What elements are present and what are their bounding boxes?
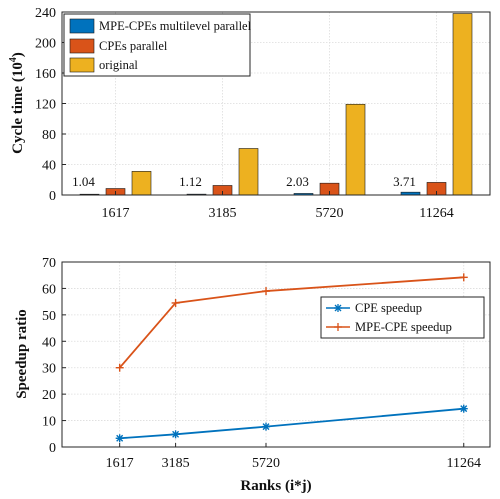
bar-2-3 bbox=[452, 13, 473, 196]
bar-x-tick-label-0: 1617 bbox=[102, 206, 130, 221]
bar-x-ticks: 1617 3185 5720 11264 bbox=[102, 191, 454, 221]
bar-2-2 bbox=[345, 103, 366, 196]
line-x-tick-label-0: 1617 bbox=[106, 456, 134, 471]
bar-legend-label-1: CPEs parallel bbox=[99, 39, 168, 53]
line-y-tick-label-0: 0 bbox=[49, 441, 56, 456]
bar-y-tick-label-4: 160 bbox=[35, 67, 56, 82]
bar-data-label-0: 1.04 bbox=[72, 174, 95, 189]
bar-legend-label-0: MPE-CPEs multilevel parallel bbox=[99, 19, 252, 33]
line-x-axis-label: Ranks (i*j) bbox=[240, 478, 311, 494]
bar-legend-box bbox=[63, 13, 251, 77]
line-y-tick-label-4: 40 bbox=[42, 335, 56, 350]
line-series-0 bbox=[119, 407, 464, 440]
line-y-tick-label-2: 20 bbox=[42, 388, 56, 403]
line-point-1-3 bbox=[459, 273, 468, 282]
bar-legend-label-2: original bbox=[99, 58, 138, 72]
line-y-tick-label-1: 10 bbox=[42, 415, 56, 430]
bar-x-tick-label-3: 11264 bbox=[419, 206, 453, 221]
line-y-ticks: 0 10 20 30 40 50 60 70 bbox=[42, 256, 66, 456]
line-x-tick-label-3: 11264 bbox=[447, 456, 481, 471]
line-legend-marker-0 bbox=[334, 304, 342, 312]
line-point-d2-0-1 bbox=[172, 430, 180, 438]
line-point-d2-0-3 bbox=[460, 405, 468, 413]
bar-data-label-3: 3.71 bbox=[393, 174, 416, 189]
line-point-0-1 bbox=[171, 430, 180, 439]
line-point-0-2 bbox=[262, 422, 271, 431]
line-legend-marker-1 bbox=[334, 323, 342, 331]
bar-data-labels: 1.04 1.12 2.03 3.71 bbox=[72, 174, 416, 189]
line-point-d2-0-0 bbox=[116, 434, 124, 442]
line-point-0-3 bbox=[459, 404, 468, 413]
bar-y-ticks: 0 40 80 120 160 200 240 bbox=[35, 6, 66, 204]
bar-y-axis-label-sup: 4 bbox=[8, 57, 19, 62]
bar-legend: MPE-CPEs multilevel parallel CPEs parall… bbox=[63, 13, 252, 77]
line-series-1 bbox=[118, 276, 464, 369]
bar-chart: 1.04 1.12 2.03 3.71 0 40 80 120 160 200 240 1617 3… bbox=[8, 6, 491, 221]
line-y-tick-label-6: 60 bbox=[42, 282, 56, 297]
bar-y-tick-label-6: 240 bbox=[35, 6, 56, 21]
bar-y-tick-label-1: 40 bbox=[42, 159, 56, 174]
bar-legend-swatch-2 bbox=[69, 57, 95, 73]
line-legend-box bbox=[320, 296, 485, 339]
line-y-tick-label-3: 30 bbox=[42, 362, 56, 377]
line-y-axis-label: Speedup ratio bbox=[14, 309, 30, 399]
line-y-tick-label-5: 50 bbox=[42, 309, 56, 324]
line-point-d2-0-2 bbox=[262, 423, 270, 431]
bar-data-label-2: 2.03 bbox=[286, 174, 309, 189]
line-x-tick-label-2: 5720 bbox=[252, 456, 280, 471]
bar-y-tick-label-3: 120 bbox=[35, 98, 56, 113]
line-point-1-2 bbox=[262, 287, 271, 296]
bar-y-tick-label-2: 80 bbox=[42, 128, 56, 143]
line-point-1-1 bbox=[171, 298, 180, 307]
line-axes-box bbox=[61, 261, 491, 448]
line-point-1-0 bbox=[115, 363, 124, 372]
bar-axes-box bbox=[61, 11, 491, 196]
bar-y-axis-label-main: Cycle time (10 bbox=[10, 62, 26, 154]
line-legend-label-1: MPE-CPE speedup bbox=[355, 320, 452, 334]
bar-2-1 bbox=[238, 148, 259, 196]
bar-y-axis-label-suffix: ) bbox=[10, 52, 26, 57]
line-y-tick-label-7: 70 bbox=[42, 256, 56, 271]
bar-y-tick-label-5: 200 bbox=[35, 37, 56, 52]
line-chart: 0 10 20 30 40 50 60 70 1617 3185 5720 11264 Speedu… bbox=[14, 256, 491, 494]
line-legend-label-0: CPE speedup bbox=[355, 301, 422, 315]
line-legend: CPE speedup MPE-CPE speedup bbox=[320, 296, 485, 339]
line-point-0-0 bbox=[115, 434, 124, 443]
bar-data-label-1: 1.12 bbox=[179, 174, 202, 189]
bar-y-axis-label: Cycle time (104) bbox=[8, 52, 26, 154]
bar-y-tick-label-0: 0 bbox=[49, 189, 56, 204]
bar-legend-swatch-1 bbox=[69, 38, 95, 54]
line-x-ticks: 1617 3185 5720 11264 bbox=[106, 443, 481, 471]
bar-legend-swatch-0 bbox=[69, 18, 95, 34]
bar-x-tick-label-1: 3185 bbox=[209, 206, 237, 221]
line-series bbox=[115, 273, 468, 443]
line-x-tick-label-1: 3185 bbox=[162, 456, 190, 471]
bar-2-0 bbox=[131, 171, 152, 196]
bar-x-tick-label-2: 5720 bbox=[316, 206, 344, 221]
